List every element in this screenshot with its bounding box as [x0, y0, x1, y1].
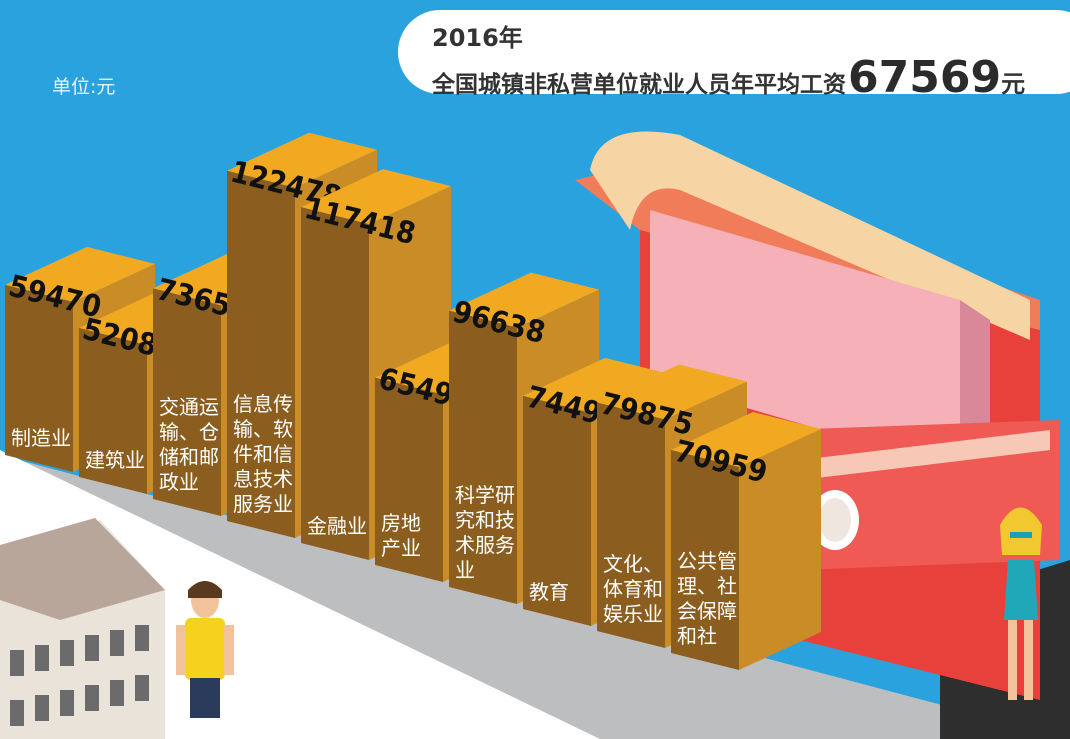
unit-label: 单位:元 [52, 76, 116, 98]
bar-category-label: 和社 [677, 624, 717, 648]
bar-front [671, 450, 739, 670]
bar-category-label: 会保障 [677, 599, 737, 623]
bar-category-label: 业 [455, 558, 475, 582]
bar-front [301, 207, 369, 561]
bar-top [597, 364, 747, 420]
bar-category-label: 息技术 [233, 467, 293, 491]
man-figure-icon [176, 581, 234, 718]
title-unit: 元 [1001, 70, 1026, 98]
bar-top [671, 412, 821, 468]
bar-front [449, 310, 517, 604]
bar-category-label: 体育和 [603, 577, 663, 601]
bar-category-label: 房地 [381, 511, 421, 535]
bar-top [227, 132, 377, 188]
bar-front [79, 328, 147, 494]
bar-category-label: 件和信 [233, 442, 293, 466]
bar-top [5, 246, 155, 302]
bar-front [5, 284, 73, 472]
bar-category-label: 输、软 [233, 417, 293, 441]
bar-front [597, 402, 665, 648]
bar-category-label: 输、仓 [159, 420, 219, 444]
bar-front [153, 288, 221, 516]
bar-group: 59470制造业52082建筑业73650交通运输、仓储和邮政业122478信息… [5, 132, 821, 670]
bar-category-label: 究和技 [455, 508, 515, 532]
bar-category-label: 科学研 [455, 483, 515, 507]
bar-category-label: 公共管 [677, 549, 737, 573]
title-banner [398, 10, 1070, 94]
bar-category-label: 储和邮 [159, 445, 219, 469]
bar-category-label: 服务业 [233, 492, 293, 516]
building-icon [0, 518, 165, 739]
bar-top [523, 357, 673, 413]
bar-category-label: 术服务 [455, 533, 515, 557]
title-text: 全国城镇非私营单位就业人员年平均工资67569元 [432, 52, 1025, 103]
bar-side [739, 429, 821, 670]
bar-category-label: 金融业 [307, 514, 367, 538]
bar-category-label: 教育 [529, 580, 569, 604]
bar-category-label: 娱乐业 [603, 602, 663, 626]
bar-category-label: 交通运 [159, 395, 219, 419]
title-line-label: 全国城镇非私营单位就业人员年平均工资 [432, 72, 846, 98]
bar-top [301, 169, 451, 225]
bar-category-label: 产业 [381, 536, 421, 560]
bar-front [523, 395, 591, 626]
bar-category-label: 政业 [159, 470, 199, 494]
title-value: 67569 [848, 52, 1002, 103]
bar-front [375, 377, 443, 582]
bar-category-label: 建筑业 [85, 448, 145, 472]
bar-front [227, 170, 295, 538]
bar-category-label: 文化、 [603, 552, 663, 576]
title-year: 2016年 [432, 24, 523, 52]
bar-top [449, 272, 599, 328]
bar-category-label: 制造业 [11, 426, 71, 450]
woman-figure-icon [1000, 507, 1042, 700]
bar-category-label: 理、社 [677, 574, 737, 598]
bar-category-label: 信息传 [233, 392, 293, 416]
